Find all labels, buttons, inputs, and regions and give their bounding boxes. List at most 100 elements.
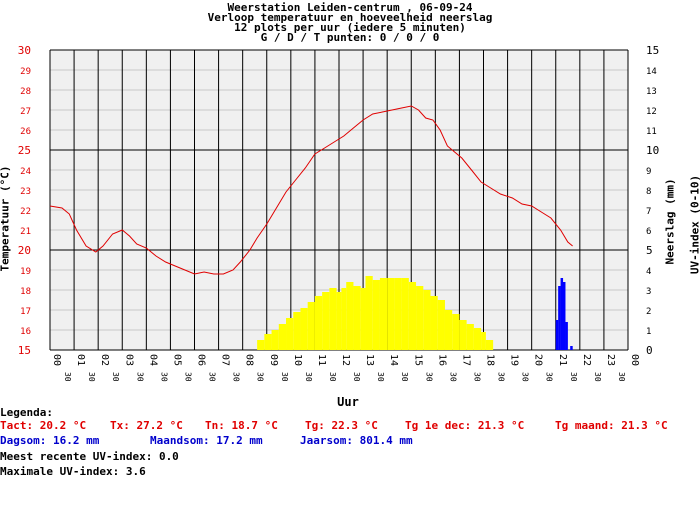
uv-bar [387, 278, 395, 350]
uv-bar [408, 282, 417, 350]
legend-tact: Tact: 20.2 °C [0, 419, 87, 432]
x-tick-label-half: 30 [87, 372, 96, 382]
x-tick-label-half: 30 [280, 372, 289, 382]
uv-bar [416, 286, 424, 350]
uv-bar [322, 292, 330, 350]
x-tick-label-hour: 21 [557, 354, 568, 366]
uv-bar [423, 290, 431, 350]
x-tick-label-hour: 16 [436, 354, 447, 366]
y-tick-label-left: 15 [18, 344, 31, 357]
uv-bar [286, 318, 294, 350]
x-tick-label-hour: 14 [388, 354, 399, 366]
x-tick-label-half: 30 [63, 372, 72, 382]
uv-bar [444, 310, 453, 350]
x-tick-label-hour: 11 [316, 354, 327, 366]
x-tick-label-hour: 15 [412, 354, 423, 366]
x-tick-label-hour: 10 [292, 354, 303, 366]
y-tick-label-left: 21 [20, 227, 31, 237]
x-tick-label-hour: 17 [460, 354, 471, 366]
x-tick-label-half: 30 [448, 372, 457, 382]
y-tick-label-left: 16 [20, 327, 31, 337]
x-tick-label-half: 30 [208, 372, 217, 382]
y-tick-label-right: 4 [646, 267, 651, 277]
uv-bar [473, 328, 482, 350]
y-tick-label-left: 27 [20, 107, 31, 117]
y-tick-label-right: 12 [646, 107, 657, 117]
x-tick-label-half: 30 [521, 372, 530, 382]
x-tick-label-half: 30 [232, 372, 241, 382]
y-tick-label-right: 9 [646, 167, 651, 177]
y-tick-label-left: 18 [20, 287, 31, 297]
x-tick-label-half: 30 [472, 372, 481, 382]
uv-bar [485, 340, 494, 350]
x-tick-label-hour: 12 [340, 354, 351, 366]
y-tick-label-right: 0 [646, 344, 653, 357]
y-tick-label-left: 22 [20, 207, 31, 217]
y-tick-label-right: 1 [646, 327, 651, 337]
x-tick-label-half: 30 [111, 372, 120, 382]
x-tick-label-half: 30 [352, 372, 361, 382]
chart-title-station: Weerstation Leiden-centrum , 06-09-24 [227, 1, 473, 14]
y-tick-label-right: 3 [646, 287, 651, 297]
x-tick-label-half: 30 [569, 372, 578, 382]
y-tick-label-right: 2 [646, 307, 651, 317]
uv-bar [293, 312, 301, 350]
y-tick-label-right: 6 [646, 227, 651, 237]
x-tick-label-half: 30 [159, 372, 168, 382]
x-tick-label-hour: 03 [123, 354, 134, 366]
x-tick-label-half: 30 [617, 372, 626, 382]
temperature-line [49, 105, 573, 275]
uv-bar [329, 288, 337, 350]
legend-uv-max: Maximale UV-index: 3.6 [0, 465, 146, 478]
uv-bar [481, 332, 486, 350]
uv-bar [401, 278, 409, 350]
y-tick-label-left: 23 [20, 187, 31, 197]
y-axis-label-temperature: Temperatuur (°C) [0, 165, 12, 272]
x-tick-label-hour: 02 [99, 354, 110, 366]
x-tick-label-half: 30 [183, 372, 192, 382]
x-tick-label-hour: 08 [244, 354, 255, 366]
rain-bar [565, 322, 568, 350]
x-tick-label-hour: 05 [171, 354, 182, 366]
y-tick-label-right: 8 [646, 187, 651, 197]
uv-bar [379, 278, 388, 350]
legend-tg-dec: Tg 1e dec: 21.3 °C [405, 419, 525, 432]
uv-bar [271, 330, 279, 350]
rain-bar [562, 282, 566, 350]
rain-bar [570, 346, 573, 350]
y-tick-label-left: 28 [20, 87, 31, 97]
x-tick-label-half: 30 [545, 372, 554, 382]
y-tick-label-left: 19 [20, 267, 31, 277]
uv-bar [278, 324, 287, 350]
x-tick-label-hour: 09 [268, 354, 279, 366]
uv-bar [307, 302, 315, 350]
uv-bar [353, 286, 361, 350]
x-tick-label-hour: 20 [533, 354, 544, 366]
legend-tn: Tn: 18.7 °C [205, 419, 278, 432]
x-tick-label-hour: 23 [605, 354, 616, 366]
x-tick-label-hour: 19 [509, 354, 520, 366]
x-tick-label-half: 30 [304, 372, 313, 382]
x-axis-label: Uur [337, 395, 359, 409]
y-tick-label-left: 17 [20, 307, 31, 317]
x-tick-label-half: 30 [135, 372, 144, 382]
y-tick-label-left: 30 [18, 44, 31, 57]
legend-uv-recent: Meest recente UV-index: 0.0 [0, 450, 179, 463]
x-tick-label-hour: 00 [51, 354, 62, 366]
x-tick-label-hour: 00 [629, 354, 640, 366]
uv-bar [466, 324, 474, 350]
rain-bar [558, 286, 561, 350]
x-tick-label-hour: 22 [581, 354, 592, 366]
uv-bar [360, 288, 366, 350]
x-tick-label-half: 30 [424, 372, 433, 382]
y-tick-label-right: 5 [646, 244, 653, 257]
y-tick-label-right: 7 [646, 207, 651, 217]
legend-tg-month: Tg maand: 21.3 °C [555, 419, 668, 432]
y-tick-label-left: 29 [20, 67, 31, 77]
y-tick-label-right: 11 [646, 127, 657, 137]
y-axis-label-uv: UV-index (0-10) [688, 174, 700, 275]
x-tick-label-half: 30 [256, 372, 265, 382]
legend-jaarsom: Jaarsom: 801.4 mm [300, 434, 413, 447]
chart-title-points: G / D / T punten: 0 / 0 / 0 [260, 31, 440, 44]
uv-bar [300, 308, 308, 350]
